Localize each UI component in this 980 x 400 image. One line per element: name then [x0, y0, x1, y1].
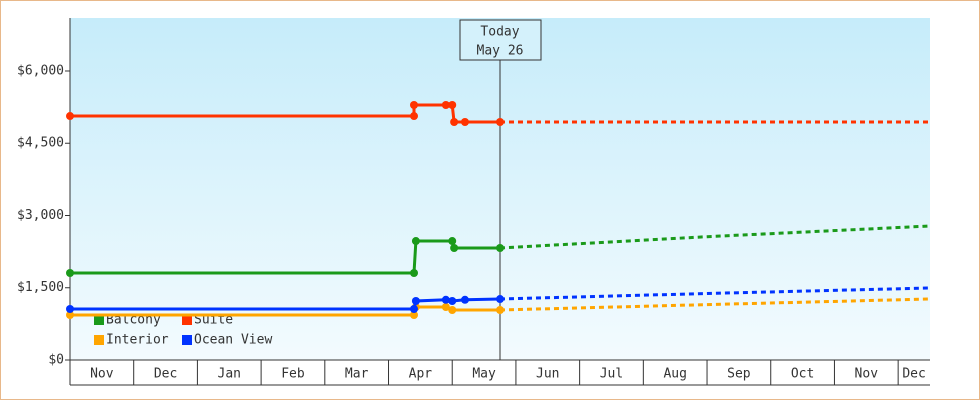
today-label: Today	[480, 25, 519, 40]
forecast-line	[499, 297, 931, 312]
price-point	[448, 100, 457, 109]
price-point	[448, 296, 457, 305]
y-tick-label: $4,500	[17, 136, 64, 151]
legend-swatch	[94, 335, 104, 345]
price-point	[441, 295, 450, 304]
today-box	[459, 19, 542, 61]
month-label: Oct	[791, 367, 814, 382]
forecast-line	[499, 224, 931, 250]
legend-swatch	[182, 315, 192, 325]
price-point	[448, 237, 457, 246]
price-point	[410, 311, 418, 320]
price-point	[450, 117, 459, 126]
price-point	[441, 100, 450, 109]
price-point	[441, 303, 450, 312]
price-point	[450, 244, 459, 253]
price-point	[496, 244, 504, 253]
price-point	[66, 112, 74, 121]
price-point	[496, 117, 504, 126]
price-point	[496, 306, 504, 315]
month-label: Nov	[855, 367, 879, 382]
legend-swatch	[182, 335, 192, 345]
legend-label: Ocean View	[194, 333, 272, 348]
price-point	[448, 306, 457, 315]
price-point	[66, 269, 74, 278]
month-label: May	[472, 367, 496, 382]
price-line	[70, 305, 500, 317]
price-line	[70, 239, 500, 275]
price-point	[411, 237, 420, 246]
month-label: Aug	[663, 367, 686, 382]
month-label: Mar	[345, 367, 369, 382]
month-label: Feb	[281, 367, 305, 382]
price-point	[410, 269, 418, 278]
month-label: Sep	[727, 367, 751, 382]
price-point	[496, 295, 504, 304]
y-tick-label: $1,500	[17, 280, 64, 295]
month-label: Dec	[154, 367, 177, 382]
price-point	[410, 100, 418, 109]
month-label: Dec	[902, 367, 925, 382]
month-label: Jul	[600, 367, 623, 382]
legend-swatch	[94, 315, 104, 325]
price-point	[460, 117, 469, 126]
y-tick-label: $3,000	[17, 208, 64, 223]
today-label: May 26	[477, 44, 524, 59]
price-point	[66, 304, 74, 313]
month-label: Nov	[90, 367, 114, 382]
price-point	[66, 311, 74, 320]
month-label: Jun	[536, 367, 559, 382]
legend-label: Interior	[106, 333, 169, 348]
price-point	[460, 295, 469, 304]
price-point	[410, 112, 418, 121]
forecast-line	[499, 286, 931, 301]
price-point	[411, 296, 420, 305]
price-point	[410, 304, 418, 313]
month-label: Jan	[218, 367, 241, 382]
y-tick-label: $0	[48, 353, 64, 368]
month-label: Apr	[409, 367, 433, 382]
y-tick-label: $6,000	[17, 63, 64, 78]
